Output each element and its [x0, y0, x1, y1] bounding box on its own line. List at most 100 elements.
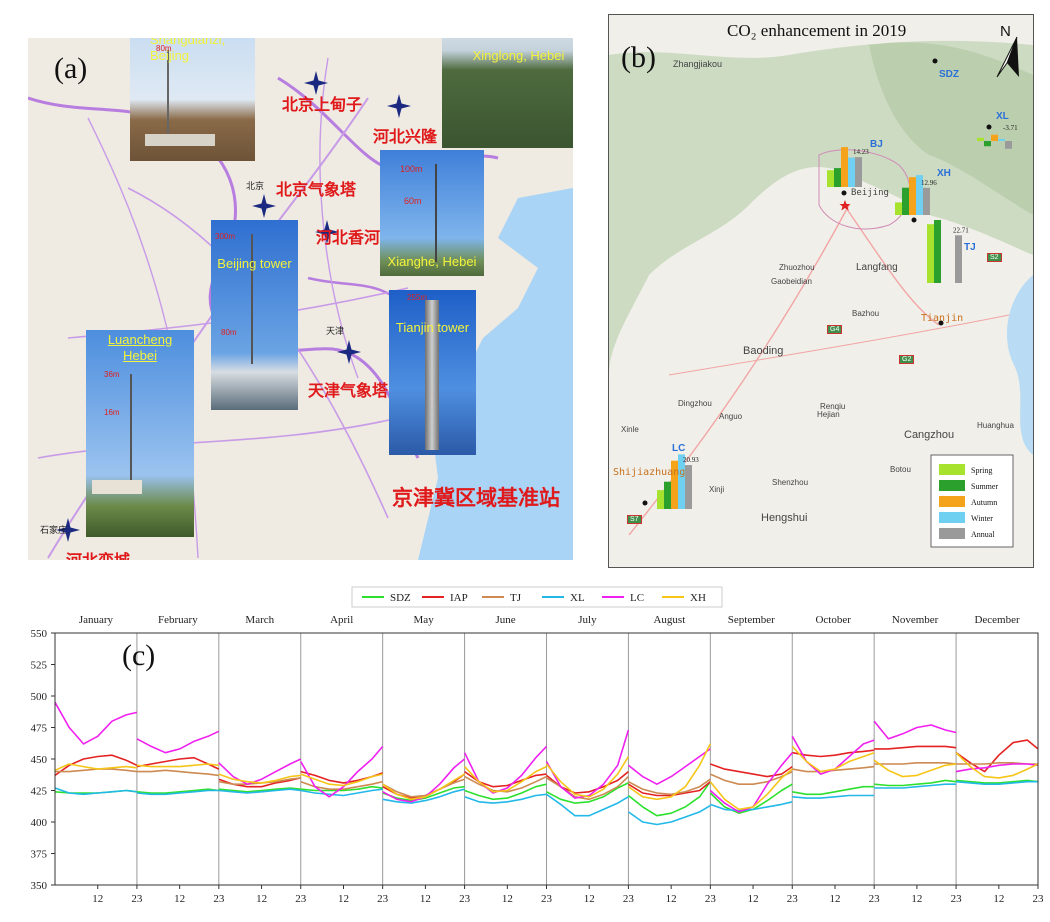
x-tick-label: 23 — [459, 893, 471, 905]
station-star-markers — [56, 71, 411, 542]
x-tick-label: 12 — [92, 893, 103, 905]
legend-swatch-winter — [939, 512, 965, 523]
line-iap-september — [710, 763, 793, 778]
station-building — [145, 134, 215, 146]
bar-xl-autumn — [991, 134, 998, 141]
station-label-shangdianzi: 北京上甸子 — [282, 95, 363, 114]
line-xh-january — [54, 763, 137, 772]
line-lc-april — [300, 745, 384, 798]
map-label-shijiazhuang: 石家庄 — [40, 526, 68, 536]
x-tick-label: 12 — [420, 893, 431, 905]
line-iap-november — [874, 745, 957, 750]
station-star-icon — [387, 94, 411, 118]
line-tj-june — [464, 775, 547, 793]
line-xl-march — [218, 788, 301, 794]
line-xl-july — [546, 793, 629, 817]
line-sdz-april — [300, 785, 383, 792]
photo-caption-beijing-tower: Beijing tower — [217, 256, 292, 271]
station-dot — [642, 500, 648, 506]
station-code-lc: LC — [672, 443, 686, 454]
line-xl-january — [54, 787, 137, 796]
road — [843, 204, 940, 326]
bar-bj-annual — [855, 157, 862, 187]
line-xh-march — [218, 773, 301, 784]
line-xh-april — [300, 773, 383, 787]
panel-b-co2-enhancement-map: 14.23 12.96 -3.71 22.71 20.93 Spring Summer Au… — [608, 14, 1034, 568]
line-iap-august — [627, 781, 711, 797]
line-lc-august — [627, 748, 711, 785]
station-building — [92, 480, 142, 494]
map-label-beijing: 北京 — [246, 182, 265, 192]
line-xl-august — [627, 804, 711, 826]
line-xl-november — [874, 783, 957, 789]
axes: 350 375 400 425 450 475 500 525 550 January 12 23 Fe… — [31, 614, 1045, 905]
bar-xh-winter — [916, 175, 923, 215]
x-tick-label: 23 — [951, 893, 963, 905]
photo-caption-tianjin-tower: Tianjin tower — [395, 320, 470, 335]
legend-label-summer: Summer — [971, 482, 998, 491]
photo-caption-xianghe: Xianghe, Hebei — [387, 254, 477, 269]
city-label-hengshui: Hengshui — [761, 512, 808, 524]
line-lc-march — [218, 758, 302, 785]
month-label-november: November — [892, 614, 939, 626]
station-code-xh: XH — [937, 168, 951, 179]
y-tick-label: 550 — [31, 628, 48, 640]
legend-label-xl: XL — [570, 592, 585, 604]
city-label-gaobeidian: Gaobeidian — [771, 277, 812, 286]
x-tick-label: 23 — [213, 893, 225, 905]
bar-lc-winter — [678, 454, 685, 509]
station-star-icon — [252, 194, 276, 218]
bar-bj-winter — [848, 157, 855, 187]
station-star-icon — [315, 220, 339, 244]
x-tick-label: 12 — [502, 893, 513, 905]
bar-bj-summer — [834, 168, 841, 187]
x-tick-label: 12 — [256, 893, 267, 905]
photo-beijing-tower: 300m 80m Beijing tower — [211, 220, 298, 410]
x-tick-label: 12 — [666, 893, 677, 905]
month-label-december: December — [974, 614, 1020, 626]
line-xh-february — [136, 763, 219, 768]
bar-lc-autumn — [671, 460, 678, 509]
bar-xh-annual — [923, 187, 930, 215]
station-dot — [841, 190, 847, 196]
x-tick-label: 12 — [911, 893, 922, 905]
x-tick-label: 12 — [584, 893, 595, 905]
bar-tj-summer — [934, 220, 941, 283]
line-xh-october — [791, 745, 875, 773]
photo-shangdianzi: Shangdianzi, Beijing 80m — [130, 38, 255, 161]
month-label-august: August — [653, 614, 685, 626]
line-xl-june — [464, 793, 547, 804]
tower-mast — [251, 234, 253, 364]
line-tj-august — [628, 778, 711, 796]
chart-legend: SDZ IAP TJ XL LC XH — [351, 586, 723, 608]
photo-caption-xinglong: Xinglong, Hebei — [472, 48, 565, 63]
station-dot — [911, 217, 917, 223]
bar-xh-spring — [895, 202, 902, 215]
city-label-xinji: Xinji — [709, 485, 725, 494]
x-tick-label: 23 — [869, 893, 881, 905]
panel-a-letter: (a) — [54, 52, 88, 85]
legend-label-lc: LC — [630, 592, 644, 604]
legend-label-sdz: SDZ — [390, 592, 411, 604]
station-label-xinglong: 河北兴隆 — [373, 127, 438, 146]
photo-caption-shangdianzi: Shangdianzi, Beijing — [150, 38, 226, 63]
photo-caption-luancheng: Luancheng Hebei — [107, 332, 173, 363]
legend-label-xh: XH — [690, 592, 706, 604]
city-label-huanghua: Huanghua — [977, 421, 1014, 430]
line-sdz-february — [136, 788, 219, 794]
month-label-april: April — [330, 614, 353, 626]
line-tj-september — [709, 770, 793, 785]
city-label-baoding: Baoding — [743, 345, 784, 357]
station-code-sdz: SDZ — [939, 69, 959, 80]
station-label-xianghe: 河北香河 — [316, 228, 381, 247]
y-tick-label: 350 — [31, 880, 48, 892]
station-dot — [932, 58, 938, 64]
line-sdz-november — [874, 779, 957, 787]
legend-label-autumn: Autumn — [971, 498, 997, 507]
legend-label-winter: Winter — [971, 514, 993, 523]
line-lc-november — [873, 720, 957, 740]
x-tick-label: 12 — [174, 893, 185, 905]
height-label: 60m — [404, 196, 422, 206]
city-label-cangzhou: Cangzhou — [904, 429, 955, 441]
month-label-january: January — [79, 614, 114, 626]
